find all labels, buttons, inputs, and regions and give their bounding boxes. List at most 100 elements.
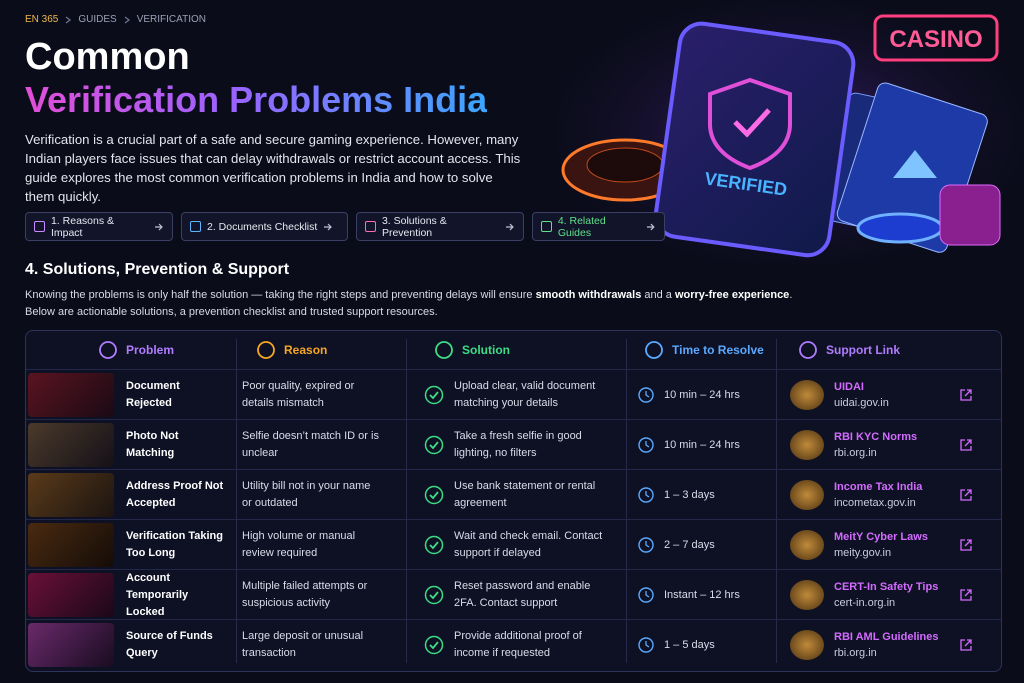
support-link-url: rbi.org.in xyxy=(834,647,877,659)
icon xyxy=(506,223,514,230)
support-link[interactable]: CERT-In Safety Tips cert-in.org.in xyxy=(834,579,949,611)
icon-part xyxy=(435,341,453,359)
icon-part xyxy=(645,591,650,598)
cell: Selfie doesn’t match ID or is unclear xyxy=(242,420,382,470)
support-link[interactable]: UIDAI uidai.gov.in xyxy=(834,379,949,411)
icon[interactable] xyxy=(959,638,973,652)
icon xyxy=(424,435,444,455)
cell: Wait and check email. Contact support if… xyxy=(424,520,614,570)
support-link-url: rbi.org.in xyxy=(834,447,877,459)
nav-button[interactable]: 1. Reasons & Impact xyxy=(25,212,173,241)
problem-thumbnail xyxy=(28,573,114,617)
nav-button[interactable]: 4. Related Guides xyxy=(532,212,665,241)
support-logo xyxy=(790,530,824,560)
section-line: Below are actionable solutions, a preven… xyxy=(25,306,438,318)
problem-thumbnail xyxy=(28,523,114,567)
cell: Instant – 12 hrs xyxy=(638,570,768,620)
icon-part xyxy=(638,387,654,403)
icon xyxy=(324,223,333,230)
cell: Poor quality, expired or details mismatc… xyxy=(242,370,382,420)
icon-part xyxy=(960,639,972,651)
time-to-resolve: 1 – 3 days xyxy=(664,488,715,501)
cell: CERT-In Safety Tips cert-in.org.in xyxy=(790,570,990,620)
roulette-inner xyxy=(586,147,664,183)
icon-part xyxy=(99,341,117,359)
support-link[interactable]: MeitY Cyber Laws meity.gov.in xyxy=(834,529,949,561)
nav-button[interactable]: 3. Solutions & Prevention xyxy=(356,212,524,241)
icon xyxy=(435,341,453,359)
time-to-resolve: 10 min – 24 hrs xyxy=(664,388,740,401)
icon[interactable] xyxy=(959,388,973,402)
breadcrumb-item: VERIFICATION xyxy=(136,14,206,25)
support-link-name: CERT-In Safety Tips xyxy=(834,581,939,593)
breadcrumb-item[interactable]: EN 365 xyxy=(25,14,59,25)
shield xyxy=(708,77,792,171)
icon xyxy=(638,637,654,653)
icon-part xyxy=(429,441,439,450)
support-link-url: uidai.gov.in xyxy=(834,397,889,409)
solution: Wait and check email. Contact support if… xyxy=(454,530,603,559)
section-text: Knowing the problems is only half the so… xyxy=(25,287,792,321)
nav-button[interactable]: 2. Documents Checklist xyxy=(181,212,348,241)
support-link[interactable]: Income Tax India incometax.gov.in xyxy=(834,479,949,511)
column-separator xyxy=(776,339,777,663)
cell: Address Proof Not Accepted xyxy=(126,470,231,520)
icon xyxy=(638,387,654,403)
support-link-name: RBI AML Guidelines xyxy=(834,631,939,643)
cell: 10 min – 24 hrs xyxy=(638,370,768,420)
icon xyxy=(124,15,130,24)
table-row: Photo Not Matching Selfie doesn’t match I… xyxy=(26,419,1001,470)
time-to-resolve: Instant – 12 hrs xyxy=(664,588,740,601)
icon-part xyxy=(960,389,972,401)
icon-part xyxy=(429,391,439,400)
support-link[interactable]: RBI AML Guidelines rbi.org.in xyxy=(834,629,949,661)
icon-part xyxy=(799,341,817,359)
icon xyxy=(638,487,654,503)
spade xyxy=(893,150,937,178)
icon-part xyxy=(124,15,130,24)
icon-part xyxy=(424,535,444,555)
support-link[interactable]: RBI KYC Norms rbi.org.in xyxy=(834,429,949,461)
problem: Account Temporarily Locked xyxy=(126,571,189,618)
icon xyxy=(424,585,444,605)
nav-icon xyxy=(365,221,376,232)
icon-part xyxy=(645,641,650,648)
column-separator xyxy=(626,339,627,663)
problem-thumbnail xyxy=(28,423,114,467)
solution: Use bank statement or rental agreement xyxy=(454,480,596,509)
cell: 1 – 5 days xyxy=(638,620,768,670)
icon-part xyxy=(429,591,439,600)
icon-part xyxy=(638,637,654,653)
column-header-label: Support Link xyxy=(826,343,900,357)
icon[interactable] xyxy=(959,588,973,602)
support-link-name: UIDAI xyxy=(834,381,864,393)
breadcrumb-item[interactable]: GUIDES xyxy=(78,14,117,25)
icon-part xyxy=(155,223,163,230)
nav-label: 4. Related Guides xyxy=(557,214,606,239)
icon xyxy=(257,341,275,359)
icon-part xyxy=(429,641,439,650)
cell: Reset password and enable 2FA. Contact s… xyxy=(424,570,614,620)
solution: Reset password and enable 2FA. Contact s… xyxy=(454,580,591,609)
icon[interactable] xyxy=(959,538,973,552)
cell: Document Rejected xyxy=(126,370,231,420)
column-header-label: Solution xyxy=(462,343,510,357)
icon-part xyxy=(424,585,444,605)
cell: 1 – 3 days xyxy=(638,470,768,520)
cell: Large deposit or unusual transaction xyxy=(242,620,382,670)
icon[interactable] xyxy=(959,488,973,502)
icon xyxy=(155,223,163,230)
cell: 10 min – 24 hrs xyxy=(638,420,768,470)
cell: Provide additional proof of income if re… xyxy=(424,620,614,670)
reason: Selfie doesn’t match ID or is unclear xyxy=(242,430,379,459)
icon xyxy=(638,587,654,603)
cell: RBI AML Guidelines rbi.org.in xyxy=(790,620,990,670)
table: Problem Reason Solution Time to Resolve Supp… xyxy=(25,330,1002,672)
table-row: Verification Taking Too Long High volume … xyxy=(26,519,1001,570)
cell: Use bank statement or rental agreement xyxy=(424,470,614,520)
icon[interactable] xyxy=(959,438,973,452)
cell: Photo Not Matching xyxy=(126,420,231,470)
icon-part xyxy=(65,15,72,24)
section-text-part: smooth withdrawals xyxy=(535,289,642,301)
column-header-label: Reason xyxy=(284,343,328,357)
